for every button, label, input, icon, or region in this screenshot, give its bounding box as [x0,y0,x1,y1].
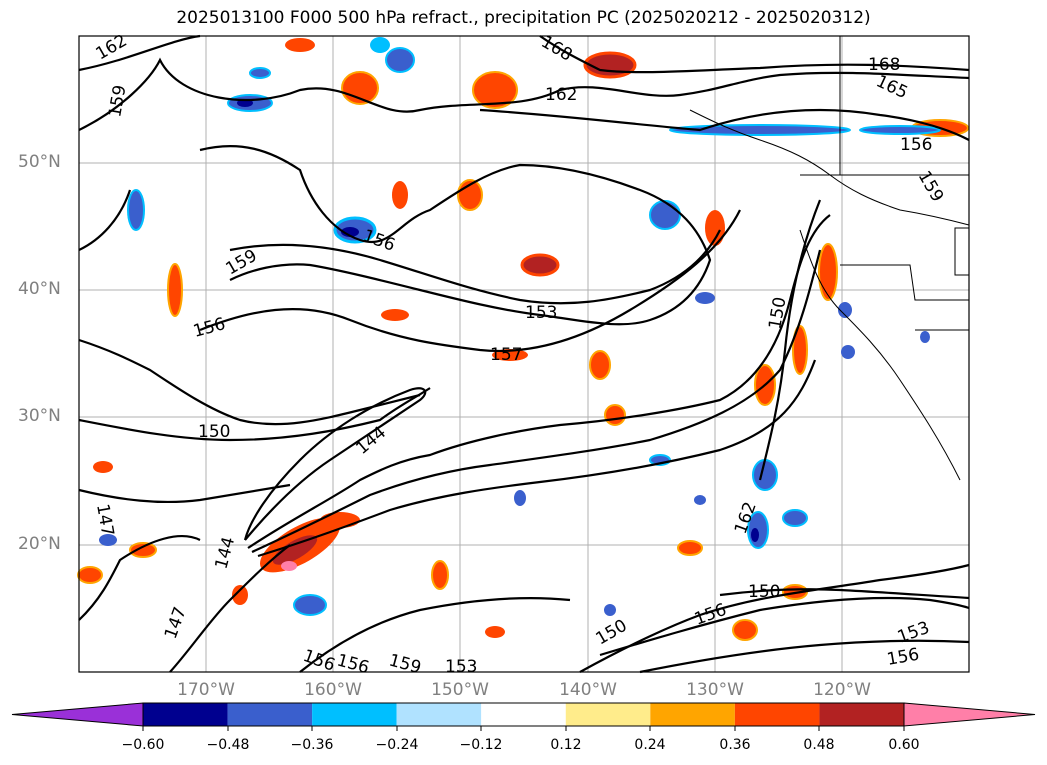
colorbar-tick-label: −0.24 [375,737,419,753]
colorbar-extend-low [11,702,144,727]
colorbar-tick-label: 0.48 [803,737,835,753]
colorbar-tick-label: −0.36 [290,737,334,753]
contour-label: 150 [198,422,230,442]
lat-label: 50°N [18,152,61,172]
contour-label: 157 [490,345,522,365]
contour-label: 150 [748,582,780,602]
colorbar-tick-label: −0.60 [121,737,165,753]
colorbar-segment [396,703,482,726]
colorbar-tick-label: −0.12 [459,737,503,753]
contour-label: 156 [900,135,932,155]
colorbar-tick-label: 0.60 [888,737,920,753]
contour-label: 153 [445,657,477,677]
colorbar-segment [312,703,397,726]
lat-label: 20°N [18,534,61,554]
colorbar-segment [734,703,820,726]
coastlines [689,36,970,481]
precip-shading [77,37,969,641]
lon-label: 130°W [686,680,744,700]
colorbar-tick-label: 0.12 [550,737,582,753]
colorbar-segment [650,703,735,726]
lat-label: 40°N [18,279,61,299]
colorbar-segment [143,703,228,726]
colorbar-segment [819,703,904,726]
lon-label: 160°W [304,680,362,700]
lon-label: 140°W [559,680,617,700]
refractivity-contours [78,34,970,674]
map-title: 2025013100 F000 500 hPa refract., precip… [176,8,871,28]
colorbar [11,702,1036,731]
lon-label: 170°W [177,680,235,700]
contour-label: 153 [525,303,557,323]
graticule [79,36,969,672]
colorbar-segment [481,703,566,726]
lon-label: 150°W [431,680,489,700]
colorbar-tick-label: −0.48 [206,737,250,753]
map-plot-area [77,34,970,674]
colorbar-tick-label: 0.36 [719,737,751,753]
colorbar-extend-high [903,702,1036,727]
colorbar-tick-label: 0.24 [634,737,666,753]
lon-label: 120°W [813,680,871,700]
colorbar-segment [227,703,313,726]
contour-label: 162 [545,85,577,105]
lat-label: 30°N [18,406,61,426]
contour-label: 168 [868,55,900,75]
colorbar-segment [565,703,651,726]
